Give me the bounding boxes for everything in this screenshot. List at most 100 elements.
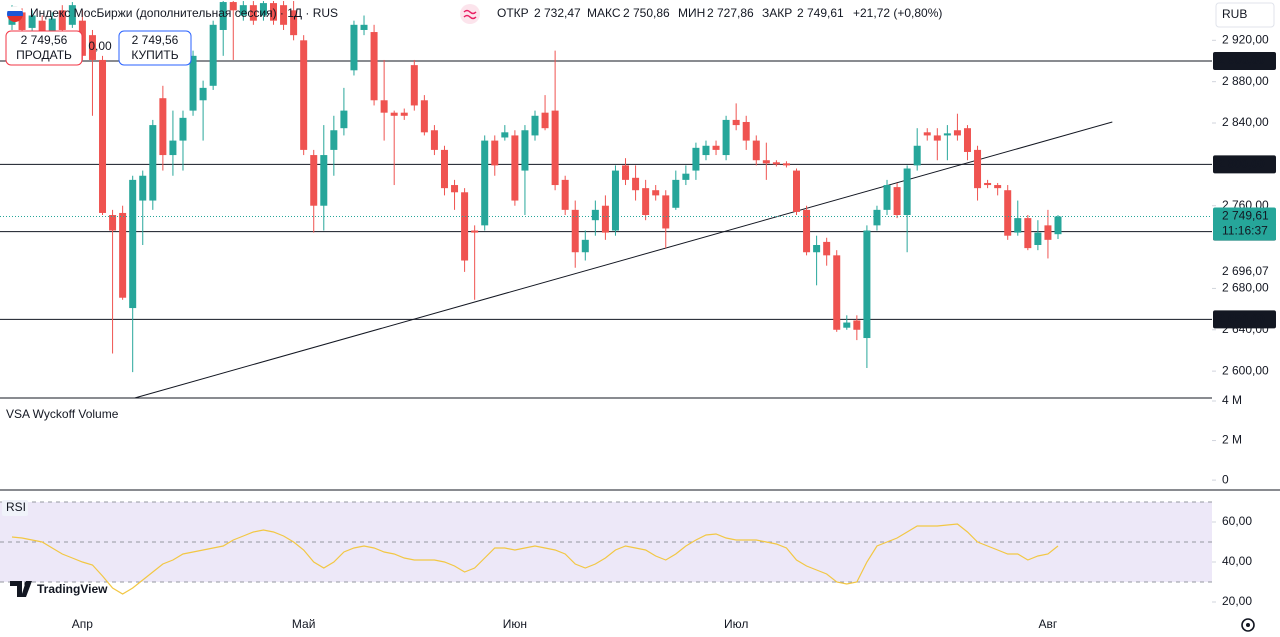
- candle-body: [561, 179, 569, 210]
- candle-body: [662, 195, 670, 229]
- candle-body: [491, 140, 499, 166]
- candle-body: [38, 20, 46, 41]
- currency-label: RUB: [1222, 7, 1247, 21]
- rsi-band: [0, 502, 1212, 582]
- candle-body: [933, 135, 941, 141]
- candle-body: [139, 175, 147, 201]
- candle-body: [300, 40, 308, 150]
- candle-body: [360, 24, 368, 30]
- candle-body: [652, 190, 660, 196]
- sell-button[interactable]: [5, 30, 83, 66]
- candle-body: [229, 2, 237, 11]
- candle-body: [290, 10, 298, 36]
- candle-body: [249, 5, 257, 21]
- candle-body: [531, 115, 539, 136]
- symbol-title: Индекс МосБиржи (дополнительная сессия) …: [30, 6, 338, 20]
- candle-body: [501, 132, 509, 138]
- candle-body: [99, 59, 107, 213]
- ohlc-label: ЗАКР: [762, 6, 792, 20]
- logo-dot: [24, 581, 30, 587]
- currency-button[interactable]: [1215, 2, 1275, 28]
- level-label-box: [1213, 155, 1276, 174]
- candle-body: [813, 245, 821, 253]
- candle-body: [390, 112, 398, 116]
- candle-body: [521, 130, 529, 171]
- candle-body: [923, 132, 931, 136]
- y-tick-label: 2 920,00: [1222, 32, 1269, 46]
- candle-body: [943, 133, 951, 136]
- ohlc-value: 2 750,86: [623, 6, 670, 20]
- candle-body: [963, 128, 971, 152]
- candle-body: [1044, 225, 1052, 240]
- settings-icon-center: [1246, 623, 1250, 627]
- last-price-label: 2 749,61: [1222, 209, 1269, 223]
- x-tick-label: Май: [292, 617, 316, 631]
- candle-body: [330, 130, 338, 150]
- logo-text: TradingView: [37, 582, 108, 596]
- candle-body: [370, 32, 378, 101]
- candle-body: [48, 18, 56, 36]
- candle-body: [219, 2, 227, 30]
- candle-body: [430, 130, 438, 150]
- candle-body: [692, 147, 700, 171]
- last-price-box: [1213, 207, 1276, 241]
- candle-body: [803, 209, 811, 253]
- candle-body: [883, 185, 891, 210]
- candle-body: [129, 179, 137, 309]
- candle-body: [1034, 232, 1042, 246]
- settings-icon[interactable]: [1241, 618, 1255, 632]
- y-tick-label: 60,00: [1222, 514, 1252, 528]
- candle-body: [380, 100, 388, 113]
- candle-body: [752, 140, 760, 161]
- pane-title: RSI: [6, 500, 26, 514]
- candle-body: [591, 209, 599, 221]
- candle-body: [541, 112, 549, 129]
- candle-body: [1054, 216, 1062, 235]
- candle-body: [953, 130, 961, 136]
- level-label: 2 800,00: [1218, 157, 1265, 171]
- buy-label: КУПИТЬ: [131, 48, 178, 62]
- candle-body: [722, 119, 730, 156]
- candle-body: [440, 149, 448, 189]
- candle-body: [682, 173, 690, 180]
- y-tick-label: 2 680,00: [1222, 281, 1269, 295]
- countdown: 11:16:37: [1222, 224, 1268, 238]
- level-label-box: [1213, 51, 1276, 70]
- candle-body: [28, 15, 36, 28]
- candle-body: [1024, 218, 1032, 249]
- candle-body: [1004, 190, 1012, 236]
- candle-body: [159, 98, 167, 156]
- candle-body: [259, 3, 267, 16]
- candle-body: [1014, 218, 1022, 233]
- candle-body: [581, 239, 589, 253]
- candle-body: [451, 185, 459, 193]
- candle-body: [632, 177, 640, 191]
- level-label-box: [1213, 310, 1276, 329]
- sell-label: ПРОДАТЬ: [16, 48, 72, 62]
- candle-body: [481, 140, 489, 226]
- rsi-title-box: [2, 500, 28, 516]
- candle-body: [58, 10, 66, 30]
- x-tick-label: Июл: [724, 617, 748, 631]
- indicator-icon-bg[interactable]: [460, 4, 480, 24]
- candle-body: [863, 230, 871, 339]
- candle-body: [913, 145, 921, 166]
- candle-body: [843, 322, 851, 328]
- candle-body: [672, 179, 680, 208]
- candle-body: [551, 110, 559, 186]
- candle-body: [461, 192, 469, 261]
- ohlc-label: ОТКР: [497, 6, 529, 20]
- candle-body: [893, 187, 901, 216]
- x-tick-label: Авг: [1039, 617, 1058, 631]
- candle-body: [823, 241, 831, 256]
- level-label: 2 900,00: [1218, 53, 1265, 67]
- flag-red: [7, 16, 23, 22]
- ohlc-label: МАКС: [587, 6, 621, 20]
- ohlc-label: МИН: [678, 6, 705, 20]
- candle-body: [772, 162, 780, 165]
- buy-button[interactable]: [118, 30, 192, 66]
- candle-body: [712, 145, 720, 150]
- candle-body: [571, 209, 579, 253]
- candle-body: [833, 255, 841, 330]
- candle-body: [793, 170, 800, 212]
